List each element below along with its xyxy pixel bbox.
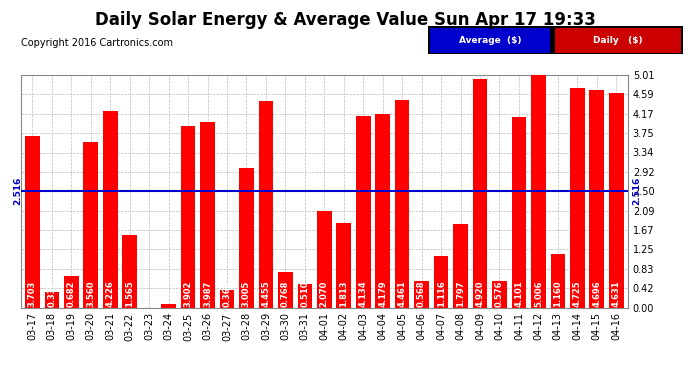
Bar bbox=[609, 93, 624, 308]
Text: 1.116: 1.116 bbox=[437, 280, 446, 307]
Bar bbox=[570, 88, 584, 308]
Text: 4.461: 4.461 bbox=[397, 280, 406, 307]
Text: 4.134: 4.134 bbox=[359, 280, 368, 307]
Text: 3.703: 3.703 bbox=[28, 280, 37, 307]
Text: 2.516: 2.516 bbox=[632, 177, 641, 205]
Bar bbox=[200, 123, 215, 308]
Bar bbox=[297, 284, 312, 308]
Bar bbox=[473, 79, 487, 308]
Bar bbox=[511, 117, 526, 308]
Text: Copyright 2016 Cartronics.com: Copyright 2016 Cartronics.com bbox=[21, 38, 172, 48]
Text: 4.725: 4.725 bbox=[573, 280, 582, 307]
Bar bbox=[219, 290, 235, 308]
Text: 1.565: 1.565 bbox=[125, 280, 134, 307]
Bar bbox=[64, 276, 79, 308]
Text: 4.226: 4.226 bbox=[106, 280, 115, 307]
Text: 0.368: 0.368 bbox=[222, 280, 231, 307]
Bar bbox=[259, 101, 273, 308]
Text: 0.682: 0.682 bbox=[67, 280, 76, 307]
Bar bbox=[551, 254, 565, 308]
Text: 3.560: 3.560 bbox=[86, 280, 95, 307]
Text: 1.813: 1.813 bbox=[339, 280, 348, 307]
Bar bbox=[45, 292, 59, 308]
Text: 1.797: 1.797 bbox=[456, 280, 465, 307]
Text: 4.920: 4.920 bbox=[475, 280, 484, 307]
Text: Daily Solar Energy & Average Value Sun Apr 17 19:33: Daily Solar Energy & Average Value Sun A… bbox=[95, 11, 595, 29]
Bar bbox=[434, 256, 448, 308]
Text: Average  ($): Average ($) bbox=[459, 36, 522, 45]
Text: 0.768: 0.768 bbox=[281, 280, 290, 307]
Text: 2.516: 2.516 bbox=[14, 177, 23, 205]
Bar bbox=[239, 168, 254, 308]
Text: 4.101: 4.101 bbox=[515, 280, 524, 307]
Bar bbox=[337, 224, 351, 308]
Bar bbox=[555, 28, 680, 53]
Text: 0.339: 0.339 bbox=[48, 280, 57, 307]
Text: 0.510: 0.510 bbox=[300, 280, 309, 307]
Bar bbox=[414, 281, 429, 308]
Bar bbox=[375, 114, 390, 308]
Bar bbox=[492, 281, 506, 308]
Bar bbox=[395, 100, 409, 308]
Bar bbox=[161, 304, 176, 307]
Bar bbox=[317, 211, 332, 308]
Text: 5.006: 5.006 bbox=[534, 280, 543, 307]
Bar bbox=[356, 116, 371, 308]
Bar bbox=[431, 28, 551, 53]
Bar bbox=[83, 142, 98, 308]
Text: 4.696: 4.696 bbox=[592, 280, 601, 307]
Text: 3.005: 3.005 bbox=[242, 280, 251, 307]
Text: Daily   ($): Daily ($) bbox=[593, 36, 643, 45]
Text: 3.987: 3.987 bbox=[203, 280, 212, 307]
Text: 1.160: 1.160 bbox=[553, 280, 562, 307]
Bar bbox=[122, 235, 137, 308]
Bar bbox=[531, 75, 546, 307]
Bar bbox=[453, 224, 468, 308]
Bar bbox=[181, 126, 195, 308]
Text: 4.631: 4.631 bbox=[612, 280, 621, 307]
Text: 0.568: 0.568 bbox=[417, 280, 426, 307]
Bar bbox=[278, 272, 293, 308]
Bar bbox=[25, 136, 39, 308]
Text: 4.455: 4.455 bbox=[262, 280, 270, 307]
Text: 0.576: 0.576 bbox=[495, 280, 504, 307]
Bar bbox=[589, 90, 604, 308]
Text: 4.179: 4.179 bbox=[378, 280, 387, 307]
Text: 3.902: 3.902 bbox=[184, 280, 193, 307]
Bar bbox=[103, 111, 117, 308]
Text: 2.070: 2.070 bbox=[319, 280, 329, 307]
